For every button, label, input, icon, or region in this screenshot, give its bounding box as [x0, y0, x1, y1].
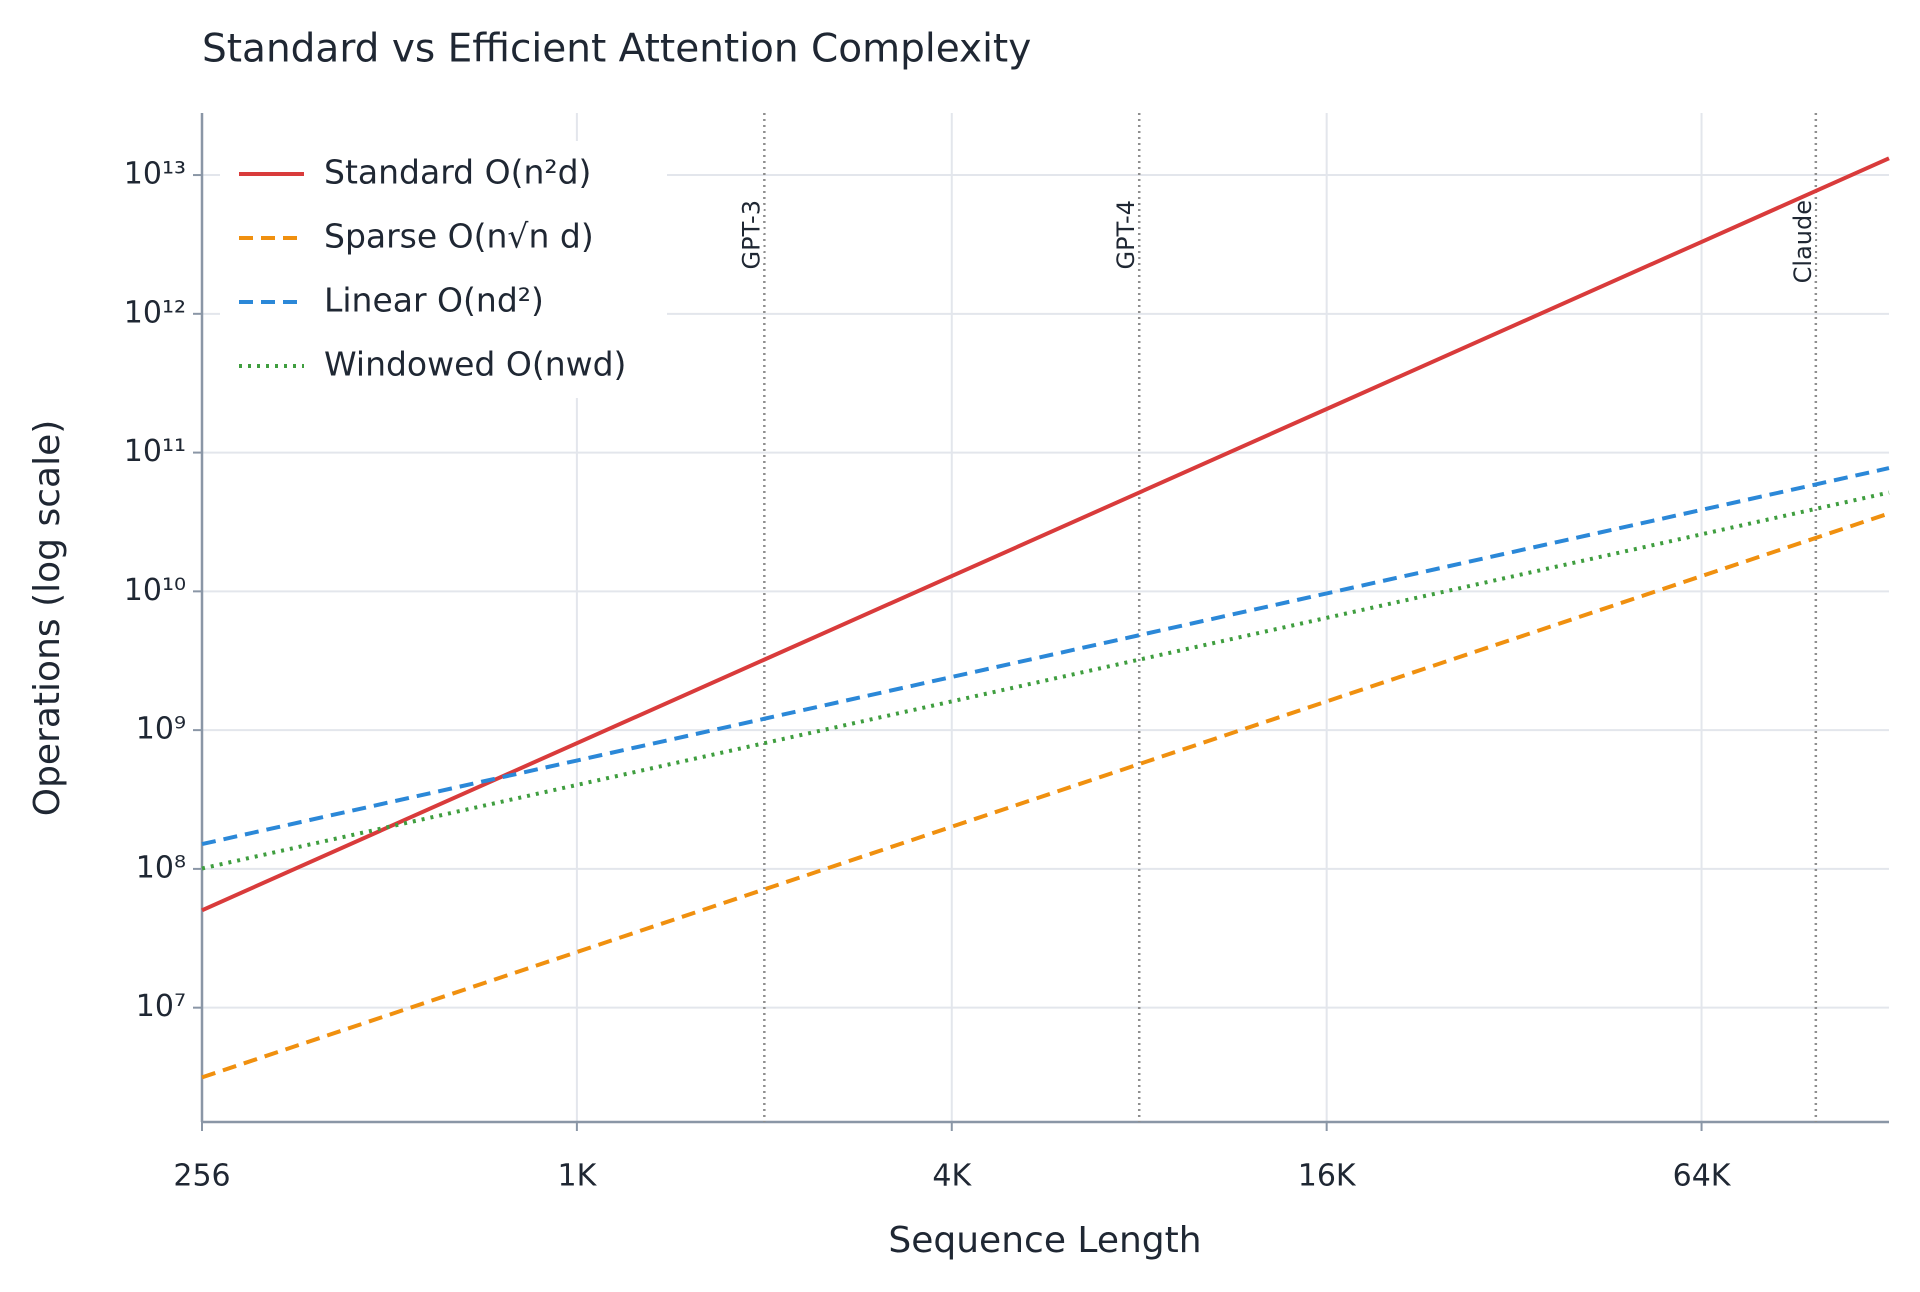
y-tick-label: 10¹⁰: [124, 573, 186, 608]
legend-label: Linear O(nd²): [324, 281, 544, 320]
y-tick-label: 10⁸: [136, 850, 186, 885]
reference-label: Claude: [1789, 200, 1817, 283]
legend-label: Windowed O(nwd): [324, 345, 626, 384]
legend-box: [220, 141, 667, 398]
x-tick-label: 4K: [932, 1159, 972, 1194]
y-tick-label: 10¹¹: [124, 434, 186, 469]
y-tick-label: 10⁹: [136, 712, 186, 747]
reference-label: GPT-4: [1112, 200, 1140, 269]
chart-title: Standard vs Efficient Attention Complexi…: [202, 27, 1031, 72]
series-line: [201, 490, 1890, 871]
series-line: [201, 511, 1890, 1080]
x-tick-label: 1K: [558, 1159, 598, 1194]
legend-label: Standard O(n²d): [324, 153, 591, 192]
reference-label: GPT-3: [737, 200, 765, 269]
y-tick-label: 10¹³: [124, 157, 186, 192]
x-tick-label: 16K: [1298, 1159, 1357, 1194]
y-tick-label: 10¹²: [124, 295, 186, 330]
y-axis-label: Operations (log scale): [27, 420, 68, 817]
series-line: [201, 466, 1890, 847]
x-tick-label: 256: [173, 1159, 230, 1194]
x-axis-label: Sequence Length: [888, 1220, 1201, 1261]
x-tick-label: 64K: [1673, 1159, 1732, 1194]
series-line: [201, 156, 1890, 913]
legend-label: Sparse O(n√n d): [324, 217, 594, 256]
y-tick-label: 10⁷: [136, 989, 186, 1024]
